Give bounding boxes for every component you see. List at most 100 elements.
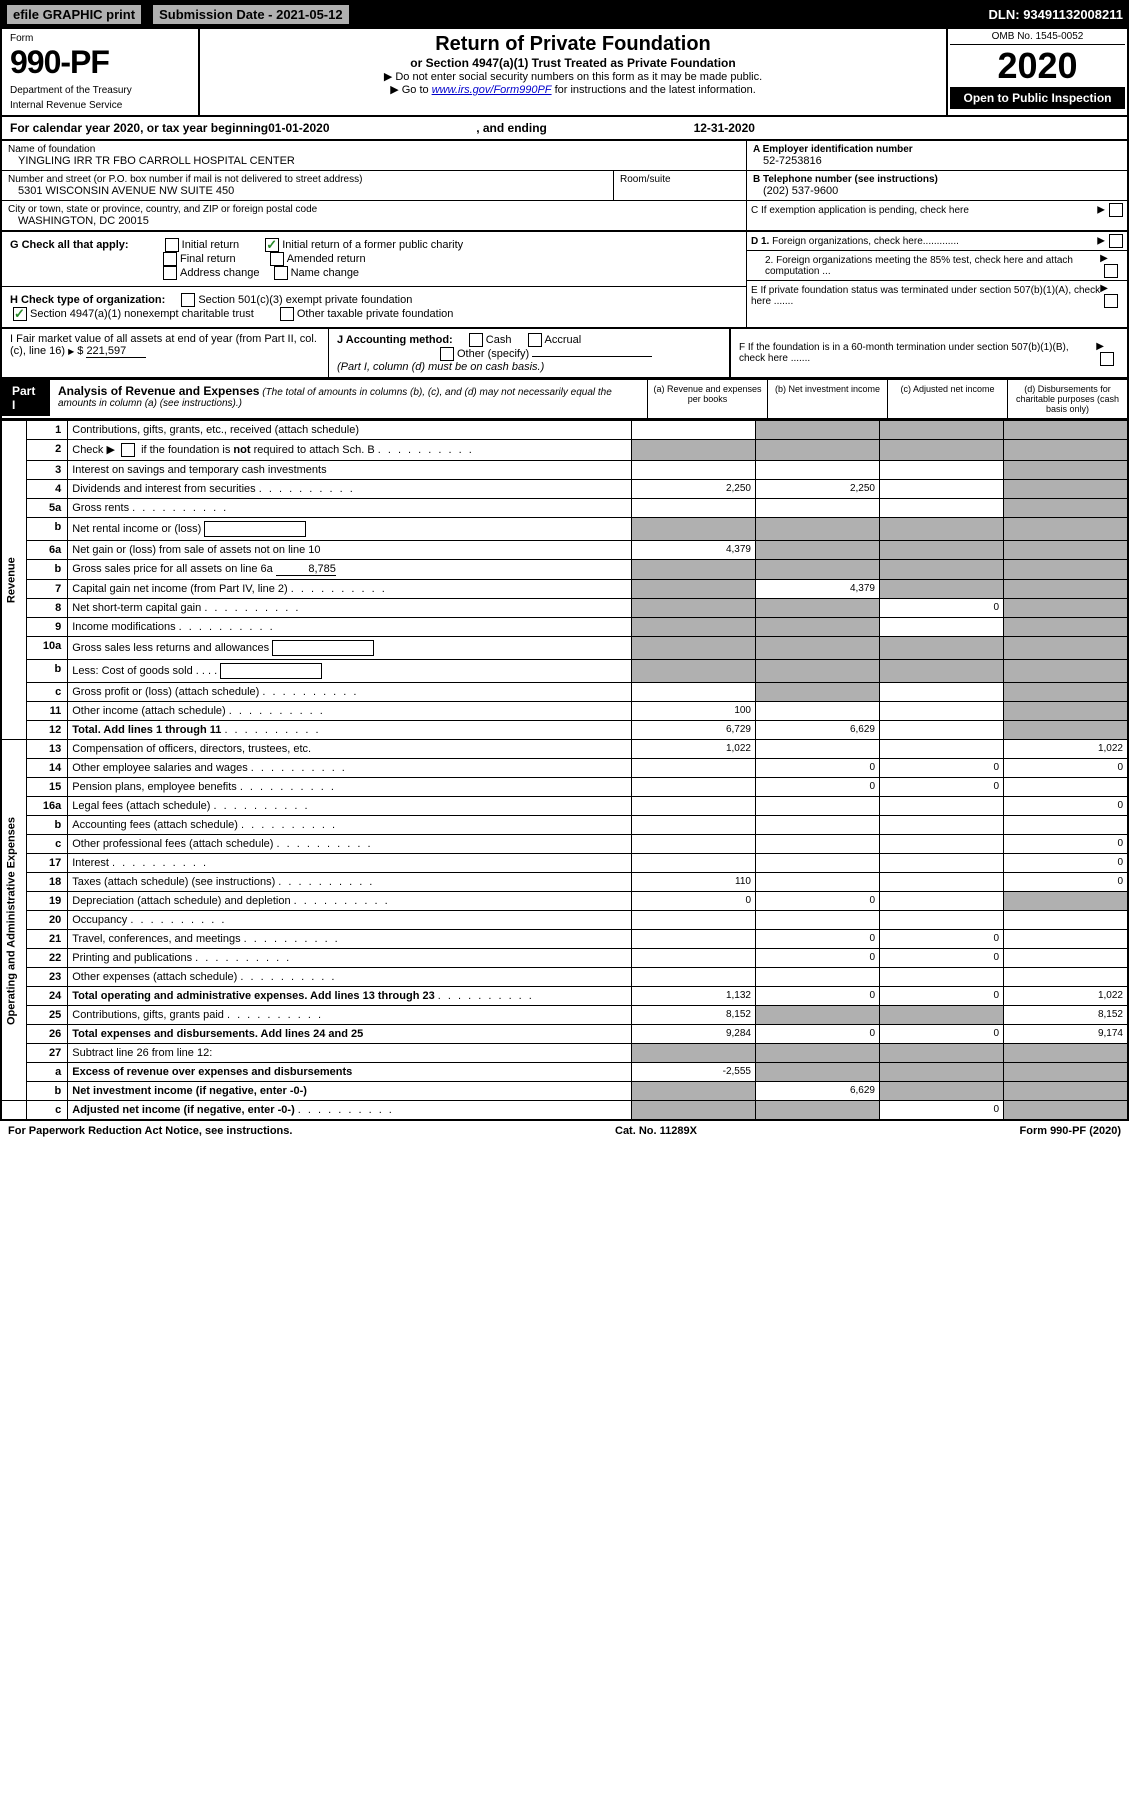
form-title: Return of Private Foundation [204,33,942,56]
g-final-return[interactable] [163,252,177,266]
h-opt2: Section 4947(a)(1) nonexempt charitable … [30,308,254,320]
entity-right: A Employer identification number 52-7253… [746,141,1127,230]
table-row: 25Contributions, gifts, grants paid 8,15… [1,1006,1128,1025]
part1-table: Revenue 1Contributions, gifts, grants, e… [0,420,1129,1121]
table-row: 18Taxes (attach schedule) (see instructi… [1,873,1128,892]
line-6a: Net gain or (loss) from sale of assets n… [68,541,632,560]
note-link: ▶ Go to www.irs.gov/Form990PF for instru… [204,83,942,96]
header-left: Form 990-PF Department of the Treasury I… [2,29,200,115]
table-row: 21Travel, conferences, and meetings 00 [1,930,1128,949]
g-address-change[interactable] [163,266,177,280]
check-right: D 1. Foreign organizations, check here..… [746,232,1127,327]
l12-b: 6,629 [756,721,880,740]
schb-checkbox[interactable] [121,443,135,457]
table-row: bLess: Cost of goods sold . . . . [1,660,1128,683]
l24-c: 0 [880,987,1004,1006]
header-right: OMB No. 1545-0052 2020 Open to Public In… [948,29,1127,115]
calendar-begin: 01-01-2020 [268,121,329,135]
j-accrual[interactable] [528,333,542,347]
l16c-d: 0 [1004,835,1129,854]
table-row: 23Other expenses (attach schedule) [1,968,1128,987]
line-20: Occupancy [68,911,632,930]
j-other-label: Other (specify) [457,348,529,360]
l17-d: 0 [1004,854,1129,873]
header-center: Return of Private Foundation or Section … [200,29,948,115]
table-row: 4Dividends and interest from securities … [1,480,1128,499]
c-checkbox[interactable] [1109,203,1123,217]
l15-c: 0 [880,778,1004,797]
line-16c: Other professional fees (attach schedule… [68,835,632,854]
revenue-side-label: Revenue [1,421,27,740]
efile-print-button[interactable]: efile GRAPHIC print [6,4,142,25]
city-cell: City or town, state or province, country… [2,201,746,230]
table-row: 16aLegal fees (attach schedule) 0 [1,797,1128,816]
g-block: G Check all that apply: Initial return I… [2,232,746,287]
room-suite: Room/suite [613,171,746,200]
l27b-b: 6,629 [756,1082,880,1101]
d2-row: 2. Foreign organizations meeting the 85%… [747,251,1127,281]
g-name-change[interactable] [274,266,288,280]
open-to-public: Open to Public Inspection [950,87,1125,109]
address-cell: Number and street (or P.O. box number if… [2,171,613,200]
l15-b: 0 [756,778,880,797]
g-opt-5: Name change [291,267,360,279]
l6a-a: 4,379 [632,541,756,560]
f-checkbox[interactable] [1100,352,1114,366]
footer: For Paperwork Reduction Act Notice, see … [0,1121,1129,1141]
d1-checkbox[interactable] [1109,234,1123,248]
form-header: Form 990-PF Department of the Treasury I… [0,29,1129,117]
table-row: 2Check ▶ if the foundation is not requir… [1,440,1128,461]
line-10c: Gross profit or (loss) (attach schedule) [68,683,632,702]
name-label: Name of foundation [8,144,740,155]
note2-post: for instructions and the latest informat… [552,84,756,96]
l16a-d: 0 [1004,797,1129,816]
line-16a: Legal fees (attach schedule) [68,797,632,816]
l14-c: 0 [880,759,1004,778]
l18-d: 0 [1004,873,1129,892]
j-note: (Part I, column (d) must be on cash basi… [337,361,544,373]
h-4947[interactable] [13,307,27,321]
line-6b: Gross sales price for all assets on line… [68,560,632,580]
calendar-end: 12-31-2020 [694,121,755,135]
e-checkbox[interactable] [1104,294,1118,308]
table-row: 20Occupancy [1,911,1128,930]
d2-checkbox[interactable] [1104,264,1118,278]
line-18: Taxes (attach schedule) (see instruction… [68,873,632,892]
g-initial-former[interactable] [265,238,279,252]
table-row: cAdjusted net income (if negative, enter… [1,1101,1128,1121]
l21-b: 0 [756,930,880,949]
h-501c3[interactable] [181,293,195,307]
ein-cell: A Employer identification number 52-7253… [747,141,1127,171]
irs-link[interactable]: www.irs.gov/Form990PF [432,84,552,96]
g-amended[interactable] [270,252,284,266]
table-row: 7Capital gain net income (from Part IV, … [1,580,1128,599]
table-row: 10aGross sales less returns and allowanc… [1,637,1128,660]
line-1: Contributions, gifts, grants, etc., rece… [68,421,632,440]
line-5a: Gross rents [68,499,632,518]
phone-cell: B Telephone number (see instructions) (2… [747,171,1127,201]
footer-mid: Cat. No. 11289X [615,1125,697,1137]
j-accrual-label: Accrual [545,334,582,346]
part1-title: Analysis of Revenue and Expenses [58,384,259,398]
j-cash[interactable] [469,333,483,347]
g-opt-4: Address change [180,267,260,279]
g-opt-0: Initial return [182,239,239,251]
l25-a: 8,152 [632,1006,756,1025]
table-row: 6aNet gain or (loss) from sale of assets… [1,541,1128,560]
i-label: I Fair market value of all assets at end… [10,333,317,357]
e-label: E If private foundation status was termi… [751,285,1100,307]
table-row: 8Net short-term capital gain 0 [1,599,1128,618]
irs-label: Internal Revenue Service [10,100,190,111]
dln: DLN: 93491132008211 [989,7,1123,22]
l4-a: 2,250 [632,480,756,499]
table-row: 24Total operating and administrative exp… [1,987,1128,1006]
j-other[interactable] [440,347,454,361]
g-initial-return[interactable] [165,238,179,252]
address: 5301 WISCONSIN AVENUE NW SUITE 450 [8,185,607,197]
addr-label: Number and street (or P.O. box number if… [8,174,607,185]
table-row: 17Interest 0 [1,854,1128,873]
table-row: 14Other employee salaries and wages 000 [1,759,1128,778]
h-other-taxable[interactable] [280,307,294,321]
l26-b: 0 [756,1025,880,1044]
calendar-year-row: For calendar year 2020, or tax year begi… [0,117,1129,141]
